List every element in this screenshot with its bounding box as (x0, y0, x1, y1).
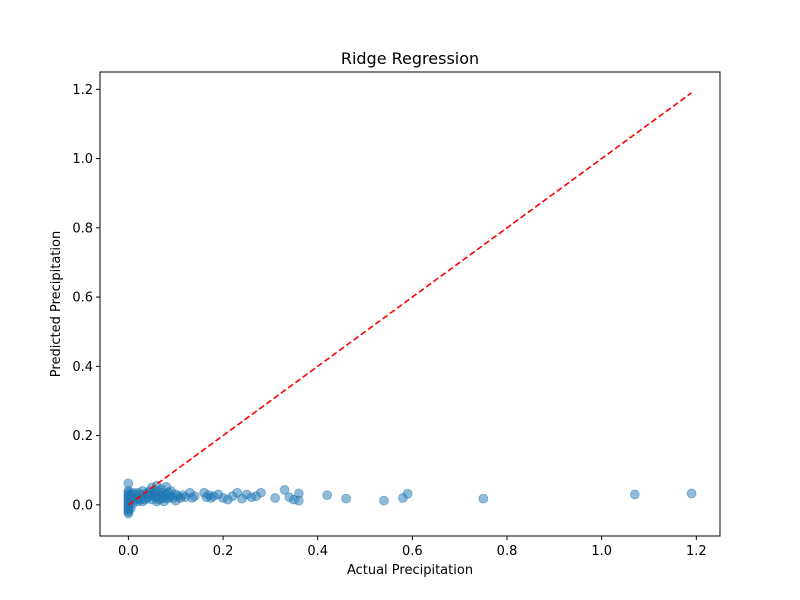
y-tick-label: 0.2 (72, 429, 93, 444)
x-tick-label: 1.0 (591, 544, 612, 559)
data-point (686, 488, 697, 499)
plot-area-frame (99, 71, 721, 537)
data-point (379, 495, 389, 506)
x-tick-label: 0.4 (307, 544, 328, 559)
reference-line-layer (127, 92, 693, 506)
data-point (279, 485, 290, 495)
x-axis-label: Actual Precipitation (347, 563, 473, 578)
x-tick-label: 0.0 (118, 544, 139, 559)
data-point (322, 490, 333, 501)
y-tick-label: 0.8 (72, 221, 93, 236)
x-tick-label: 1.2 (686, 544, 707, 559)
y-axis: 0.0 0.2 0.4 0.6 0.8 1.0 1.2 (72, 83, 100, 513)
chart-title: Ridge Regression (341, 49, 479, 68)
data-point (189, 491, 200, 502)
data-point (270, 493, 281, 503)
y-tick-label: 1.2 (72, 83, 93, 98)
data-point (293, 495, 304, 506)
data-point (629, 489, 640, 500)
y-tick-label: 0.0 (72, 498, 93, 513)
y-axis-label: Predicted Precipitation (49, 231, 64, 377)
y-tick-label: 0.4 (72, 360, 93, 375)
data-points (123, 478, 697, 519)
x-tick-label: 0.8 (497, 544, 518, 559)
data-point (402, 488, 413, 499)
y-tick-label: 0.6 (72, 291, 93, 306)
x-tick-label: 0.6 (402, 544, 423, 559)
data-point (341, 493, 352, 504)
reference-line (127, 92, 693, 506)
x-axis: 0.0 0.2 0.4 0.6 0.8 1.0 1.2 (118, 536, 707, 559)
data-point (256, 487, 266, 498)
y-tick-label: 1.0 (72, 152, 93, 167)
x-tick-label: 0.2 (213, 544, 234, 559)
data-point (478, 493, 489, 504)
